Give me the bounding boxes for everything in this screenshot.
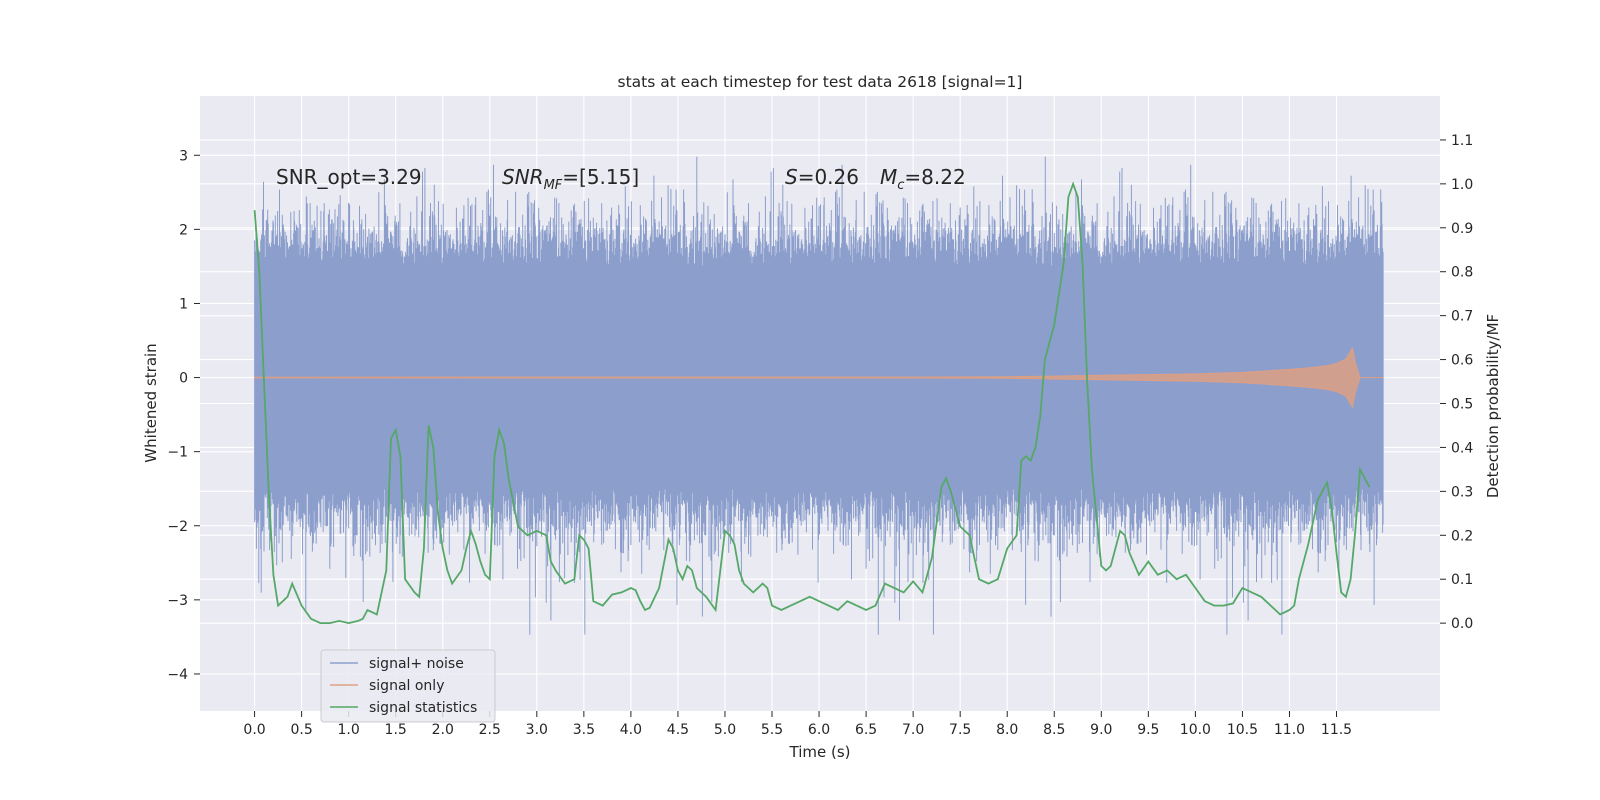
annotation-s-symbol: S [785, 165, 798, 189]
y-axis-right-ticks: 1.1 1.0 0.9 0.8 0.7 0.6 0.5 0.4 0.3 0.2 0.1 0.0 [1440, 133, 1473, 632]
x-tick-label-2: 1.0 [338, 722, 360, 738]
y-right-tick-label-10: 0.1 [1451, 572, 1473, 588]
legend-noise-label: signal+ noise [369, 656, 464, 672]
legend-box [320, 649, 496, 723]
signal-statistics-series [253, 181, 1371, 625]
x-tick-label-9: 4.5 [667, 722, 689, 738]
y-right-tick-label-5: 0.6 [1451, 353, 1473, 369]
annotation-s: S=0.26 [785, 165, 859, 189]
x-tick-label-20: 10.0 [1180, 722, 1211, 738]
annotation-snr-opt: SNR_opt=3.29 [276, 165, 422, 189]
annotation-mc-subscript: c [897, 178, 904, 193]
y-axis-left-ticks: 3 2 1 0 −1 −2 −3 −4 [167, 148, 200, 683]
x-tick-label-18: 9.0 [1090, 722, 1112, 738]
legend-stats-label: signal statistics [369, 700, 477, 716]
annotation-snr-mf-subscript: MF [544, 178, 563, 193]
x-tick-label-16: 8.0 [996, 722, 1018, 738]
x-tick-label-0: 0.0 [243, 722, 265, 738]
y-axis-left-label: Whitened strain [142, 343, 160, 462]
x-tick-label-8: 4.0 [620, 722, 642, 738]
annotation-mc-value: =8.22 [904, 165, 965, 189]
x-tick-label-1: 0.5 [290, 722, 312, 738]
x-tick-label-3: 1.5 [385, 722, 407, 738]
y-left-tick-label-5: −2 [167, 519, 188, 535]
x-tick-label-22: 11.0 [1274, 722, 1305, 738]
y-right-tick-label-3: 0.8 [1451, 265, 1473, 281]
x-tick-label-15: 7.5 [949, 722, 971, 738]
chart-title: stats at each timestep for test data 261… [618, 73, 1023, 91]
y-right-tick-label-1: 1.0 [1451, 177, 1473, 193]
annotation-snr-mf-value: =[5.15] [562, 165, 639, 189]
y-left-tick-label-6: −3 [167, 593, 188, 609]
y-right-tick-label-8: 0.3 [1451, 484, 1473, 500]
y-left-tick-label-1: 2 [179, 222, 188, 238]
y-right-tick-label-11: 0.0 [1451, 616, 1473, 632]
annotation-s-value: =0.26 [798, 165, 859, 189]
x-tick-label-10: 5.0 [714, 722, 736, 738]
y-right-tick-label-7: 0.4 [1451, 440, 1473, 456]
y-right-tick-label-9: 0.2 [1451, 528, 1473, 544]
x-axis-label: Time (s) [789, 743, 851, 761]
y-right-tick-label-4: 0.7 [1451, 309, 1473, 325]
signal-only-series [254, 346, 1384, 409]
x-tick-label-13: 6.5 [855, 722, 877, 738]
y-right-tick-label-0: 1.1 [1451, 133, 1473, 149]
y-left-tick-label-0: 3 [179, 148, 188, 164]
annotation-snr-mf: SNRMF=[5.15] [502, 165, 639, 193]
y-right-tick-label-6: 0.5 [1451, 397, 1473, 413]
x-tick-label-11: 5.5 [761, 722, 783, 738]
x-tick-label-4: 2.0 [432, 722, 454, 738]
x-tick-label-6: 3.0 [526, 722, 548, 738]
x-tick-label-7: 3.5 [573, 722, 595, 738]
legend-signal-label: signal only [369, 678, 444, 694]
x-tick-label-21: 10.5 [1227, 722, 1258, 738]
annotation-snr-mf-symbol: SNR [502, 165, 544, 189]
y-axis-right-label: Detection probability/MF [1484, 314, 1502, 498]
x-axis-ticks: 0.0 0.5 1.0 1.5 2.0 2.5 3.0 3.5 4.0 4.5 5.0 5.5 6.0 6… [243, 711, 1352, 738]
x-tick-label-12: 6.0 [808, 722, 830, 738]
x-tick-label-19: 9.5 [1137, 722, 1159, 738]
y-right-tick-label-2: 0.9 [1451, 221, 1473, 237]
x-tick-label-5: 2.5 [479, 722, 501, 738]
y-left-tick-label-7: −4 [167, 667, 188, 683]
x-tick-label-23: 11.5 [1321, 722, 1352, 738]
x-tick-label-14: 7.0 [902, 722, 924, 738]
y-left-tick-label-2: 1 [179, 296, 188, 312]
legend: signal+ noise signal only signal statist… [320, 649, 496, 723]
x-tick-label-17: 8.5 [1043, 722, 1065, 738]
y-left-tick-label-3: 0 [179, 371, 188, 387]
annotation-mc-symbol: M [880, 165, 897, 189]
annotation-mc: Mc=8.22 [880, 165, 966, 193]
y-left-tick-label-4: −1 [167, 445, 188, 461]
